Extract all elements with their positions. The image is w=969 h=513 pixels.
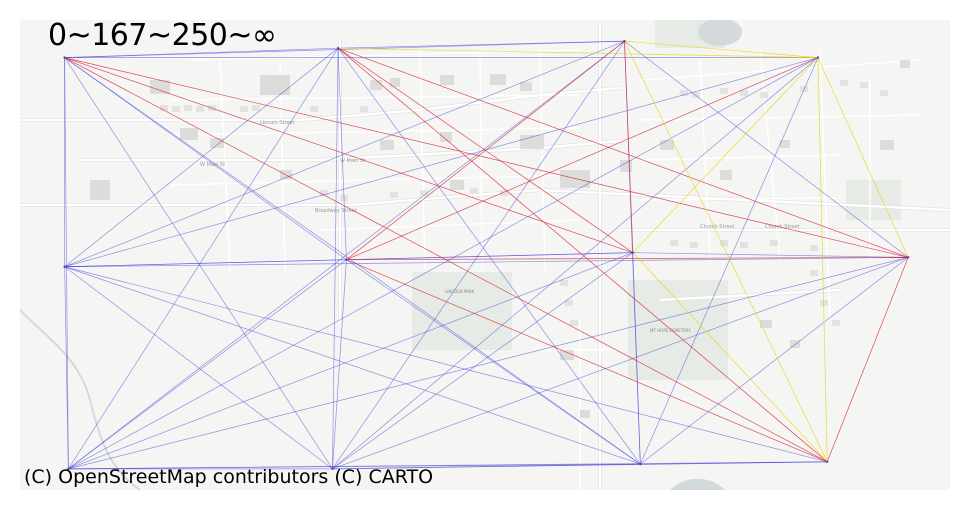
edge-I-L (68, 461, 828, 470)
street-label: W Main St (340, 158, 365, 164)
edge-D-G (632, 57, 819, 253)
edge-B-E (64, 47, 339, 268)
edge-D-J (332, 57, 819, 470)
node-F (345, 258, 348, 261)
edge-F-I (68, 259, 347, 470)
map-attribution: (C) OpenStreetMap contributors (C) CARTO (24, 466, 434, 488)
edge-A-C (64, 40, 625, 58)
network-edges (64, 40, 909, 470)
water-body (698, 20, 742, 46)
node-G (631, 251, 635, 254)
map-canvas: Lincoln Street W Main St W Main St Churc… (20, 20, 950, 490)
area-label: LINCOLN PARK (445, 289, 475, 294)
area-label: MT HOPE CEMETERY (650, 328, 691, 333)
node-K (639, 462, 642, 466)
edge-C-J (332, 40, 625, 470)
edge-D-H (817, 57, 909, 258)
edge-G-I (68, 252, 633, 470)
edge-C-D (624, 40, 818, 58)
edge-D-L (817, 57, 828, 462)
edge-H-K (640, 257, 909, 465)
edge-A-G (64, 57, 633, 253)
edge-D-I (68, 57, 819, 470)
edge-A-F (64, 57, 347, 260)
node-L (826, 460, 829, 463)
network-nodes (63, 39, 910, 471)
edge-C-F (346, 40, 625, 260)
node-I (67, 467, 70, 471)
edge-C-G (624, 41, 634, 253)
park-area-east (846, 180, 901, 220)
edge-D-F (346, 57, 819, 261)
edge-C-L (624, 40, 828, 462)
edge-B-D (338, 47, 818, 58)
edge-A-I (64, 57, 69, 469)
edge-E-L (64, 266, 828, 463)
street-label: Church Street (700, 224, 735, 230)
edge-B-F (337, 48, 347, 260)
edge-H-J (332, 257, 909, 470)
edge-A-H (64, 57, 909, 258)
edge-E-J (64, 266, 333, 470)
edge-F-L (346, 259, 828, 463)
edge-B-J (332, 48, 339, 469)
edge-B-I (68, 48, 339, 470)
edge-D-E (64, 57, 819, 268)
map-view[interactable]: Lincoln Street W Main St W Main St Churc… (20, 20, 950, 490)
street-label: Church Street (765, 224, 800, 230)
edge-G-J (332, 252, 634, 470)
node-H (906, 256, 910, 259)
edge-A-L (64, 57, 828, 463)
edge-G-K (632, 252, 641, 465)
edge-F-G (346, 252, 633, 261)
edge-K-L (640, 461, 828, 465)
node-D (816, 56, 820, 59)
edge-B-L (337, 47, 828, 463)
edge-E-K (64, 266, 641, 465)
water-body-south (670, 478, 725, 490)
node-C (623, 39, 626, 43)
edge-G-L (632, 252, 828, 463)
river (20, 309, 141, 490)
node-A (63, 56, 66, 59)
legend-title: 0~167~250~∞ (48, 18, 277, 53)
edge-C-I (68, 40, 625, 470)
edge-B-H (337, 47, 909, 258)
edge-C-H (624, 40, 909, 258)
street-label: W Main St (200, 162, 225, 168)
edge-F-H (346, 257, 909, 261)
edge-B-C (338, 40, 625, 49)
node-J (331, 467, 334, 471)
park-area (412, 272, 512, 350)
node-B (336, 47, 340, 50)
edge-E-I (64, 266, 69, 469)
edge-A-K (64, 57, 641, 465)
edge-D-K (639, 57, 819, 465)
edge-H-I (68, 257, 909, 470)
edge-H-L (826, 257, 909, 462)
edge-F-J (332, 259, 347, 469)
edge-G-H (632, 252, 909, 258)
street-label: Lincoln Street (260, 120, 295, 126)
node-E (63, 265, 66, 268)
edge-E-H (64, 257, 909, 268)
